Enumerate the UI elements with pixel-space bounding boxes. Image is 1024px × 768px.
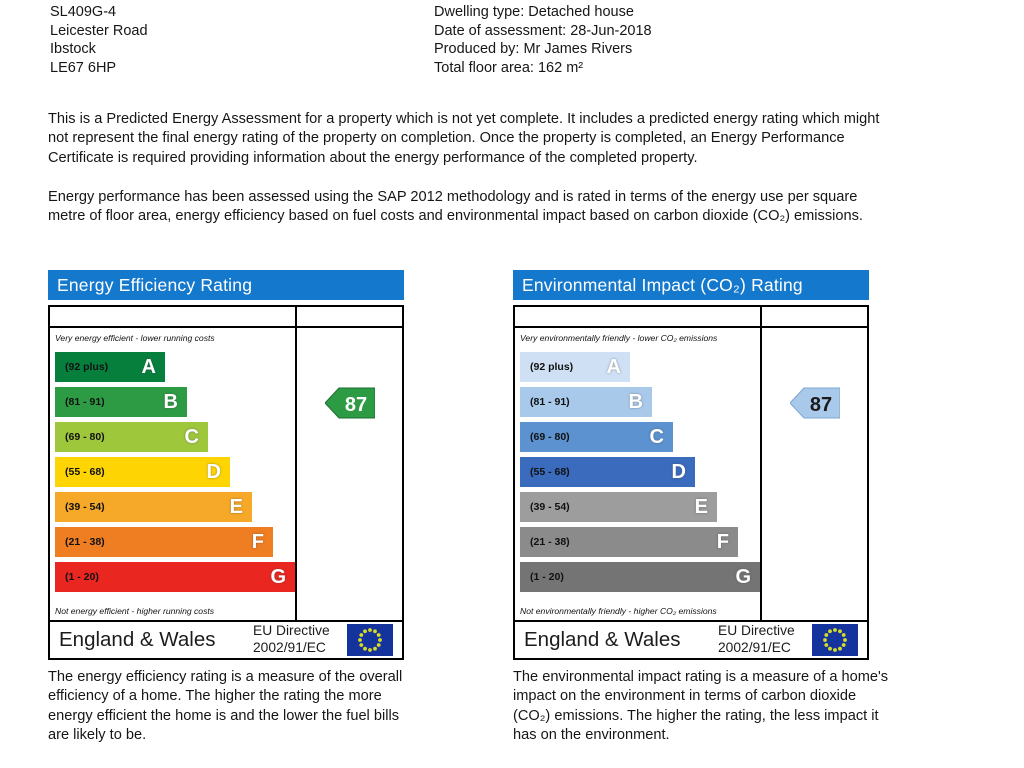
band-range-label: (39 - 54) [530, 501, 570, 513]
environmental-impact-chart-title: Environmental Impact (CO₂) Rating [513, 270, 869, 300]
band-range-label: (69 - 80) [65, 431, 105, 443]
environmental-rating-footnote: The environmental impact rating is a mea… [513, 669, 889, 744]
band-range-label: (92 plus) [530, 361, 574, 373]
produced-by: Produced by: Mr James Rivers [434, 41, 633, 58]
band-letter: E [229, 495, 243, 518]
rating-band-b: (81 - 91) B [55, 387, 187, 417]
band-range-label: (1 - 20) [65, 571, 99, 583]
chart-top-caption: Very energy efficient - lower running co… [55, 333, 215, 343]
eu-directive-line1: EU Directive [253, 623, 330, 638]
eu-flag-icon [347, 624, 393, 661]
rating-band-f: (21 - 38) F [520, 527, 738, 557]
band-range-label: (92 plus) [65, 361, 109, 373]
band-range-label: (69 - 80) [530, 431, 570, 443]
rating-band-d: (55 - 68) D [55, 457, 230, 487]
address-line: LE67 6HP [50, 60, 117, 77]
current-rating-value: 87 [810, 394, 832, 416]
chart-top-caption: Very environmentally friendly - lower CO… [520, 333, 718, 343]
rating-band-f: (21 - 38) F [55, 527, 273, 557]
eu-directive-label: EU Directive 2002/91/EC [718, 623, 795, 656]
band-letter: D [671, 460, 686, 483]
chart-header-row [50, 307, 402, 328]
chart-header-row [515, 307, 867, 328]
band-range-label: (81 - 91) [530, 396, 570, 408]
floor-area: Total floor area: 162 m² [434, 60, 584, 77]
eu-flag-icon [812, 624, 858, 661]
rating-band-c: (69 - 80) C [520, 422, 673, 452]
region-label: England & Wales [59, 628, 216, 651]
eu-directive-line2: 2002/91/EC [718, 639, 791, 655]
rating-band-c: (69 - 80) C [55, 422, 208, 452]
band-range-label: (1 - 20) [530, 571, 564, 583]
energy-efficiency-chart: Energy Efficiency Rating Very energy eff… [48, 270, 404, 670]
eu-directive-line2: 2002/91/EC [253, 639, 326, 655]
environmental-impact-chart-table: Very environmentally friendly - lower CO… [513, 305, 869, 660]
current-rating-arrow: 87 [324, 387, 376, 419]
rating-band-g: (1 - 20) G [55, 562, 295, 592]
chart-column-divider [760, 307, 762, 620]
band-range-label: (21 - 38) [530, 536, 570, 548]
band-range-label: (81 - 91) [65, 396, 105, 408]
address-line: Ibstock [50, 41, 96, 58]
band-range-label: (21 - 38) [65, 536, 105, 548]
chart-bottom-caption: Not environmentally friendly - higher CO… [520, 606, 717, 616]
band-letter: C [184, 425, 199, 448]
band-range-label: (39 - 54) [65, 501, 105, 513]
sap-methodology-paragraph: Energy performance has been assessed usi… [48, 189, 863, 225]
assessment-details: Dwelling type: Detached house Date of as… [434, 3, 652, 78]
energy-efficiency-chart-title: Energy Efficiency Rating [48, 270, 404, 300]
chart-column-divider [295, 307, 297, 620]
band-letter: G [735, 565, 751, 588]
rating-band-d: (55 - 68) D [520, 457, 695, 487]
energy-efficiency-chart-table: Very energy efficient - lower running co… [48, 305, 404, 660]
band-letter: A [141, 355, 156, 378]
rating-band-b: (81 - 91) B [520, 387, 652, 417]
band-range-label: (55 - 68) [530, 466, 570, 478]
chart-footer-row: England & Wales EU Directive 2002/91/EC [515, 620, 867, 658]
address-line: SL409G-4 [50, 4, 117, 20]
rating-band-e: (39 - 54) E [55, 492, 252, 522]
environmental-impact-chart: Environmental Impact (CO₂) Rating Very e… [513, 270, 869, 670]
band-letter: B [628, 390, 643, 413]
rating-band-a: (92 plus) A [520, 352, 630, 382]
energy-rating-footnote: The energy efficiency rating is a measur… [48, 669, 403, 744]
eu-directive-line1: EU Directive [718, 623, 795, 638]
band-range-label: (55 - 68) [65, 466, 105, 478]
property-address: SL409G-4 Leicester Road Ibstock LE67 6HP [50, 3, 148, 78]
rating-band-a: (92 plus) A [55, 352, 165, 382]
band-letter: F [251, 530, 264, 553]
band-letter: F [716, 530, 729, 553]
current-rating-arrow: 87 [789, 387, 841, 419]
chart-footer-row: England & Wales EU Directive 2002/91/EC [50, 620, 402, 658]
band-letter: G [270, 565, 286, 588]
eu-directive-label: EU Directive 2002/91/EC [253, 623, 330, 656]
epc-bands: (92 plus) A (81 - 91) B (69 - 80) C (55 - 68) D… [55, 352, 295, 592]
assessment-date: Date of assessment: 28-Jun-2018 [434, 22, 652, 39]
band-letter: A [606, 355, 621, 378]
band-letter: C [649, 425, 664, 448]
band-letter: E [694, 495, 708, 518]
region-label: England & Wales [524, 628, 681, 651]
current-rating-value: 87 [345, 394, 367, 416]
band-letter: B [163, 390, 178, 413]
rating-band-e: (39 - 54) E [520, 492, 717, 522]
co2-bands: (92 plus) A (81 - 91) B (69 - 80) C (55 - 68) D… [520, 352, 760, 592]
address-line: Leicester Road [50, 22, 148, 39]
dwelling-type: Dwelling type: Detached house [434, 4, 634, 20]
chart-bottom-caption: Not energy efficient - higher running co… [55, 606, 215, 616]
rating-band-g: (1 - 20) G [520, 562, 760, 592]
band-letter: D [206, 460, 221, 483]
predicted-assessment-paragraph: This is a Predicted Energy Assessment fo… [48, 111, 880, 166]
